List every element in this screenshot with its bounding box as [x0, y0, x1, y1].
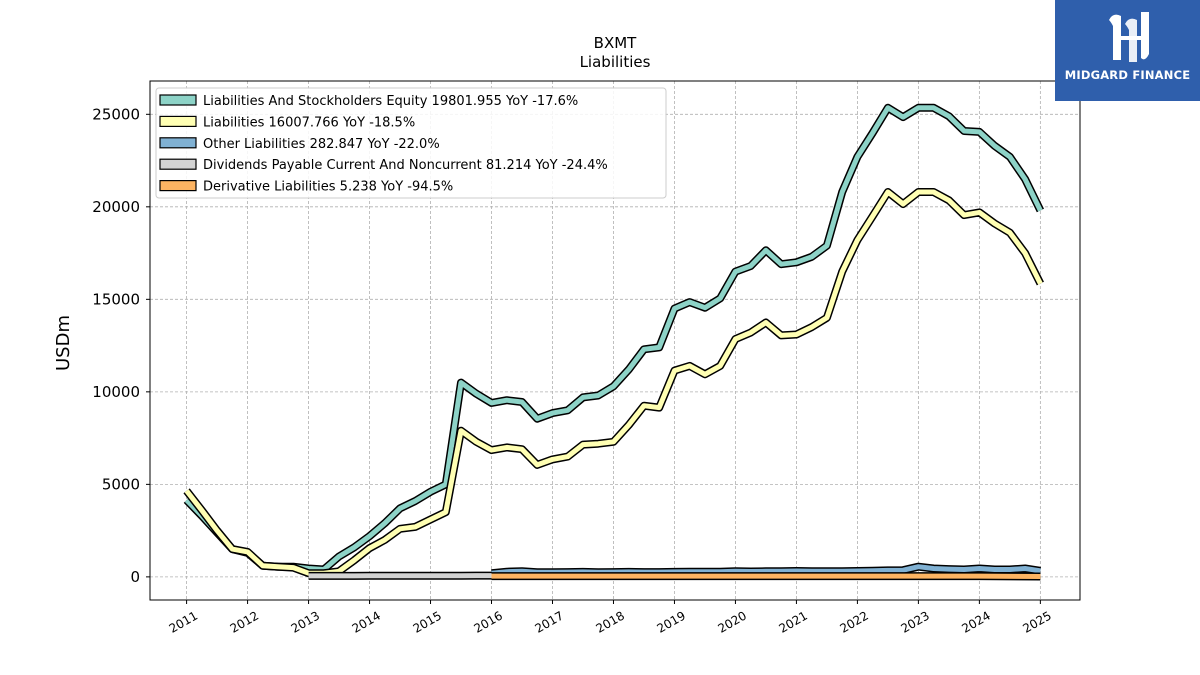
x-tick-label: 2015: [411, 608, 444, 635]
y-tick-label: 0: [130, 568, 140, 586]
x-tick-label: 2016: [472, 608, 505, 635]
chart-title: BXMT: [594, 34, 638, 52]
plot-frame: [149, 80, 1081, 601]
legend-entry: Liabilities And Stockholders Equity 1980…: [203, 94, 578, 109]
legend-box: [155, 87, 667, 199]
brand-name: MIDGARD FINANCE: [1064, 68, 1191, 82]
x-tick-label: 2014: [350, 608, 383, 635]
legend: Liabilities And Stockholders Equity 1980…: [155, 87, 667, 199]
x-tick-label: 2011: [167, 608, 200, 635]
series-lines: [183, 103, 1044, 581]
legend-entry: Liabilities 16007.766 YoY -18.5%: [203, 115, 415, 130]
legend-swatch: [159, 158, 197, 170]
series-stroke: [184, 105, 1043, 572]
y-axis-label: USDm: [53, 315, 74, 371]
y-axis-ticks: 0 5000 10000 15000 20000 25000: [92, 105, 150, 586]
legend-swatch: [159, 180, 197, 192]
x-tick-label: 2013: [289, 608, 322, 635]
y-tick-label: 25000: [92, 105, 140, 123]
chart-subtitle: Liabilities: [580, 53, 651, 71]
legend-swatch: [159, 137, 197, 149]
x-tick-label: 2021: [776, 608, 809, 635]
legend-swatch: [159, 94, 197, 106]
series-1-line: [183, 103, 1044, 574]
x-tick-label: 2023: [898, 608, 931, 635]
x-axis-ticks: 2011 2012 2013 2014 2015 2016 2017 2018 2019 2020…: [167, 600, 1054, 636]
y-tick-label: 5000: [102, 475, 140, 493]
series-3-line: [491, 562, 1041, 578]
series-stroke: [491, 564, 1041, 576]
legend-swatch: [159, 115, 197, 128]
legend-entry: Dividends Payable Current And Noncurrent…: [203, 158, 608, 173]
x-tick-label: 2024: [959, 608, 992, 635]
y-tick-label: 20000: [92, 198, 140, 216]
y-tick-label: 15000: [92, 290, 140, 308]
legend-entry: Derivative Liabilities 5.238 YoY -94.5%: [203, 180, 453, 195]
brand-logo: MIDGARD FINANCE: [1055, 0, 1200, 101]
x-tick-label: 2012: [228, 608, 261, 635]
x-tick-label: 2019: [655, 608, 688, 635]
legend-entry: Other Liabilities 282.847 YoY -22.0%: [203, 137, 440, 152]
x-tick-label: 2017: [533, 608, 566, 635]
x-tick-label: 2025: [1020, 608, 1053, 635]
y-tick-label: 10000: [92, 383, 140, 401]
x-tick-label: 2020: [715, 608, 748, 635]
x-tick-label: 2022: [837, 608, 870, 635]
x-tick-label: 2018: [594, 608, 627, 635]
midgard-logo-icon: [1109, 12, 1149, 63]
